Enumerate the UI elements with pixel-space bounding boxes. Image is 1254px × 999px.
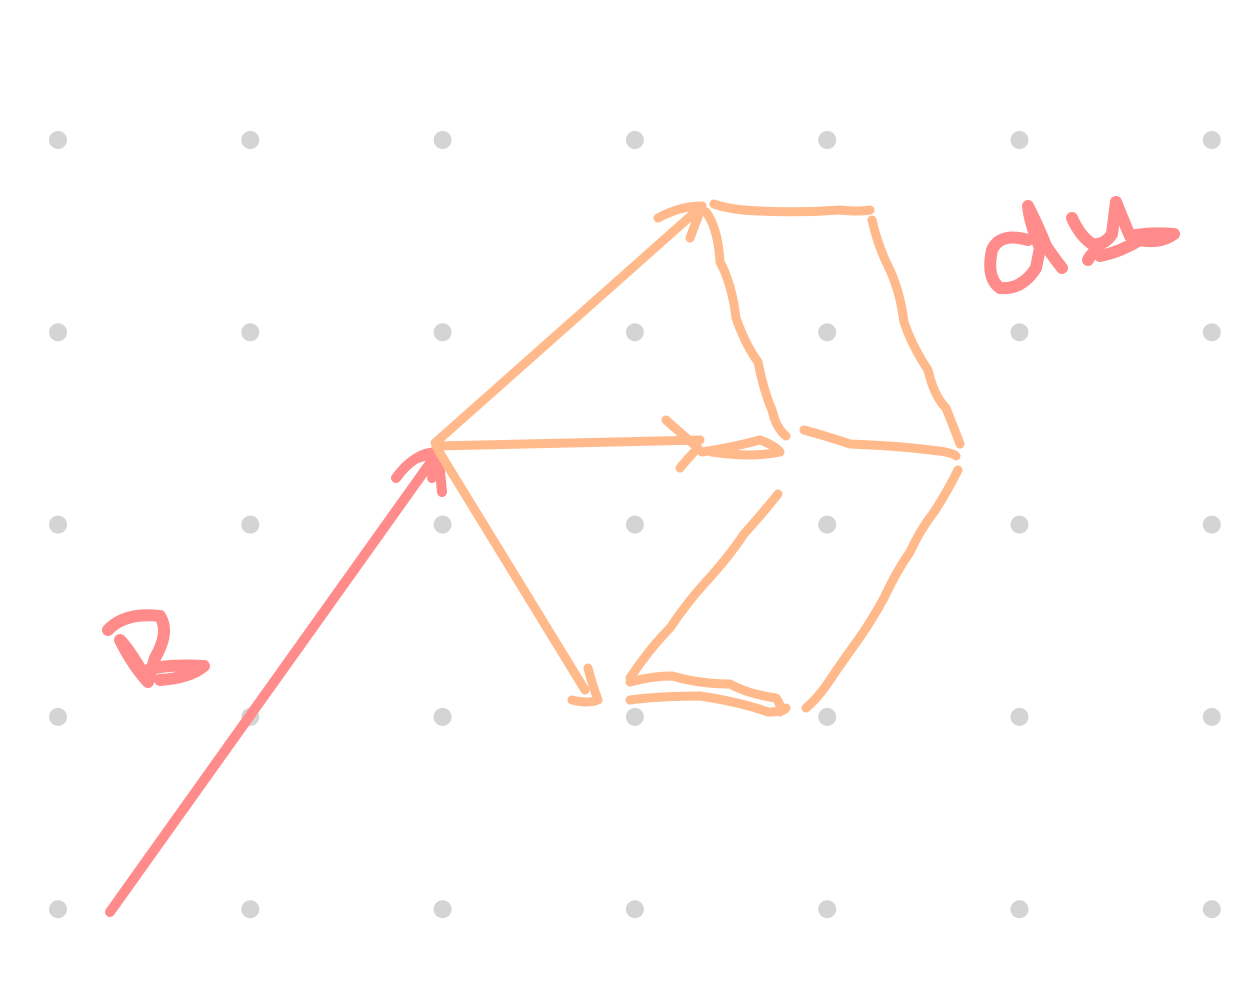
grid-dot: [625, 323, 644, 342]
grid-dot: [433, 515, 452, 534]
grid-dot: [49, 707, 67, 726]
grid-dot: [625, 707, 644, 726]
grid-dot: [433, 707, 452, 726]
grid-dot: [625, 900, 644, 919]
grid-dot: [818, 323, 837, 342]
grid-dot: [1010, 707, 1029, 726]
grid-dot: [1010, 323, 1029, 342]
volume-label-du: du: [984, 196, 1180, 295]
grid-dot: [1202, 131, 1221, 149]
grid-dot: [1202, 707, 1221, 726]
grid-dot: [49, 515, 67, 534]
grid-dot: [1010, 131, 1029, 149]
grid-dot: [818, 515, 837, 534]
grid-dot: [625, 515, 644, 534]
grid-dot: [1202, 515, 1221, 534]
vector-label-r: r: [102, 609, 210, 688]
grid-dot: [1010, 900, 1029, 919]
grid-dot: [625, 131, 644, 149]
grid-dot: [818, 707, 837, 726]
grid-dot: [1202, 323, 1221, 342]
grid-dot: [241, 900, 260, 919]
grid-dot: [433, 131, 452, 149]
volume-element-box: [625, 199, 965, 717]
grid-dot: [433, 323, 452, 342]
grid-dot: [818, 131, 837, 149]
grid-dot: [1010, 515, 1029, 534]
grid-dot: [1202, 900, 1221, 919]
grid-dot: [49, 323, 67, 342]
grid-dot: [241, 131, 260, 149]
grid-dot: [49, 900, 67, 919]
grid-dot: [241, 323, 260, 342]
grid-dot: [433, 900, 452, 919]
grid-dot: [49, 131, 67, 149]
grid-dot: [818, 900, 837, 919]
basis-vectors: [430, 201, 707, 707]
grid-dot: [241, 515, 260, 534]
